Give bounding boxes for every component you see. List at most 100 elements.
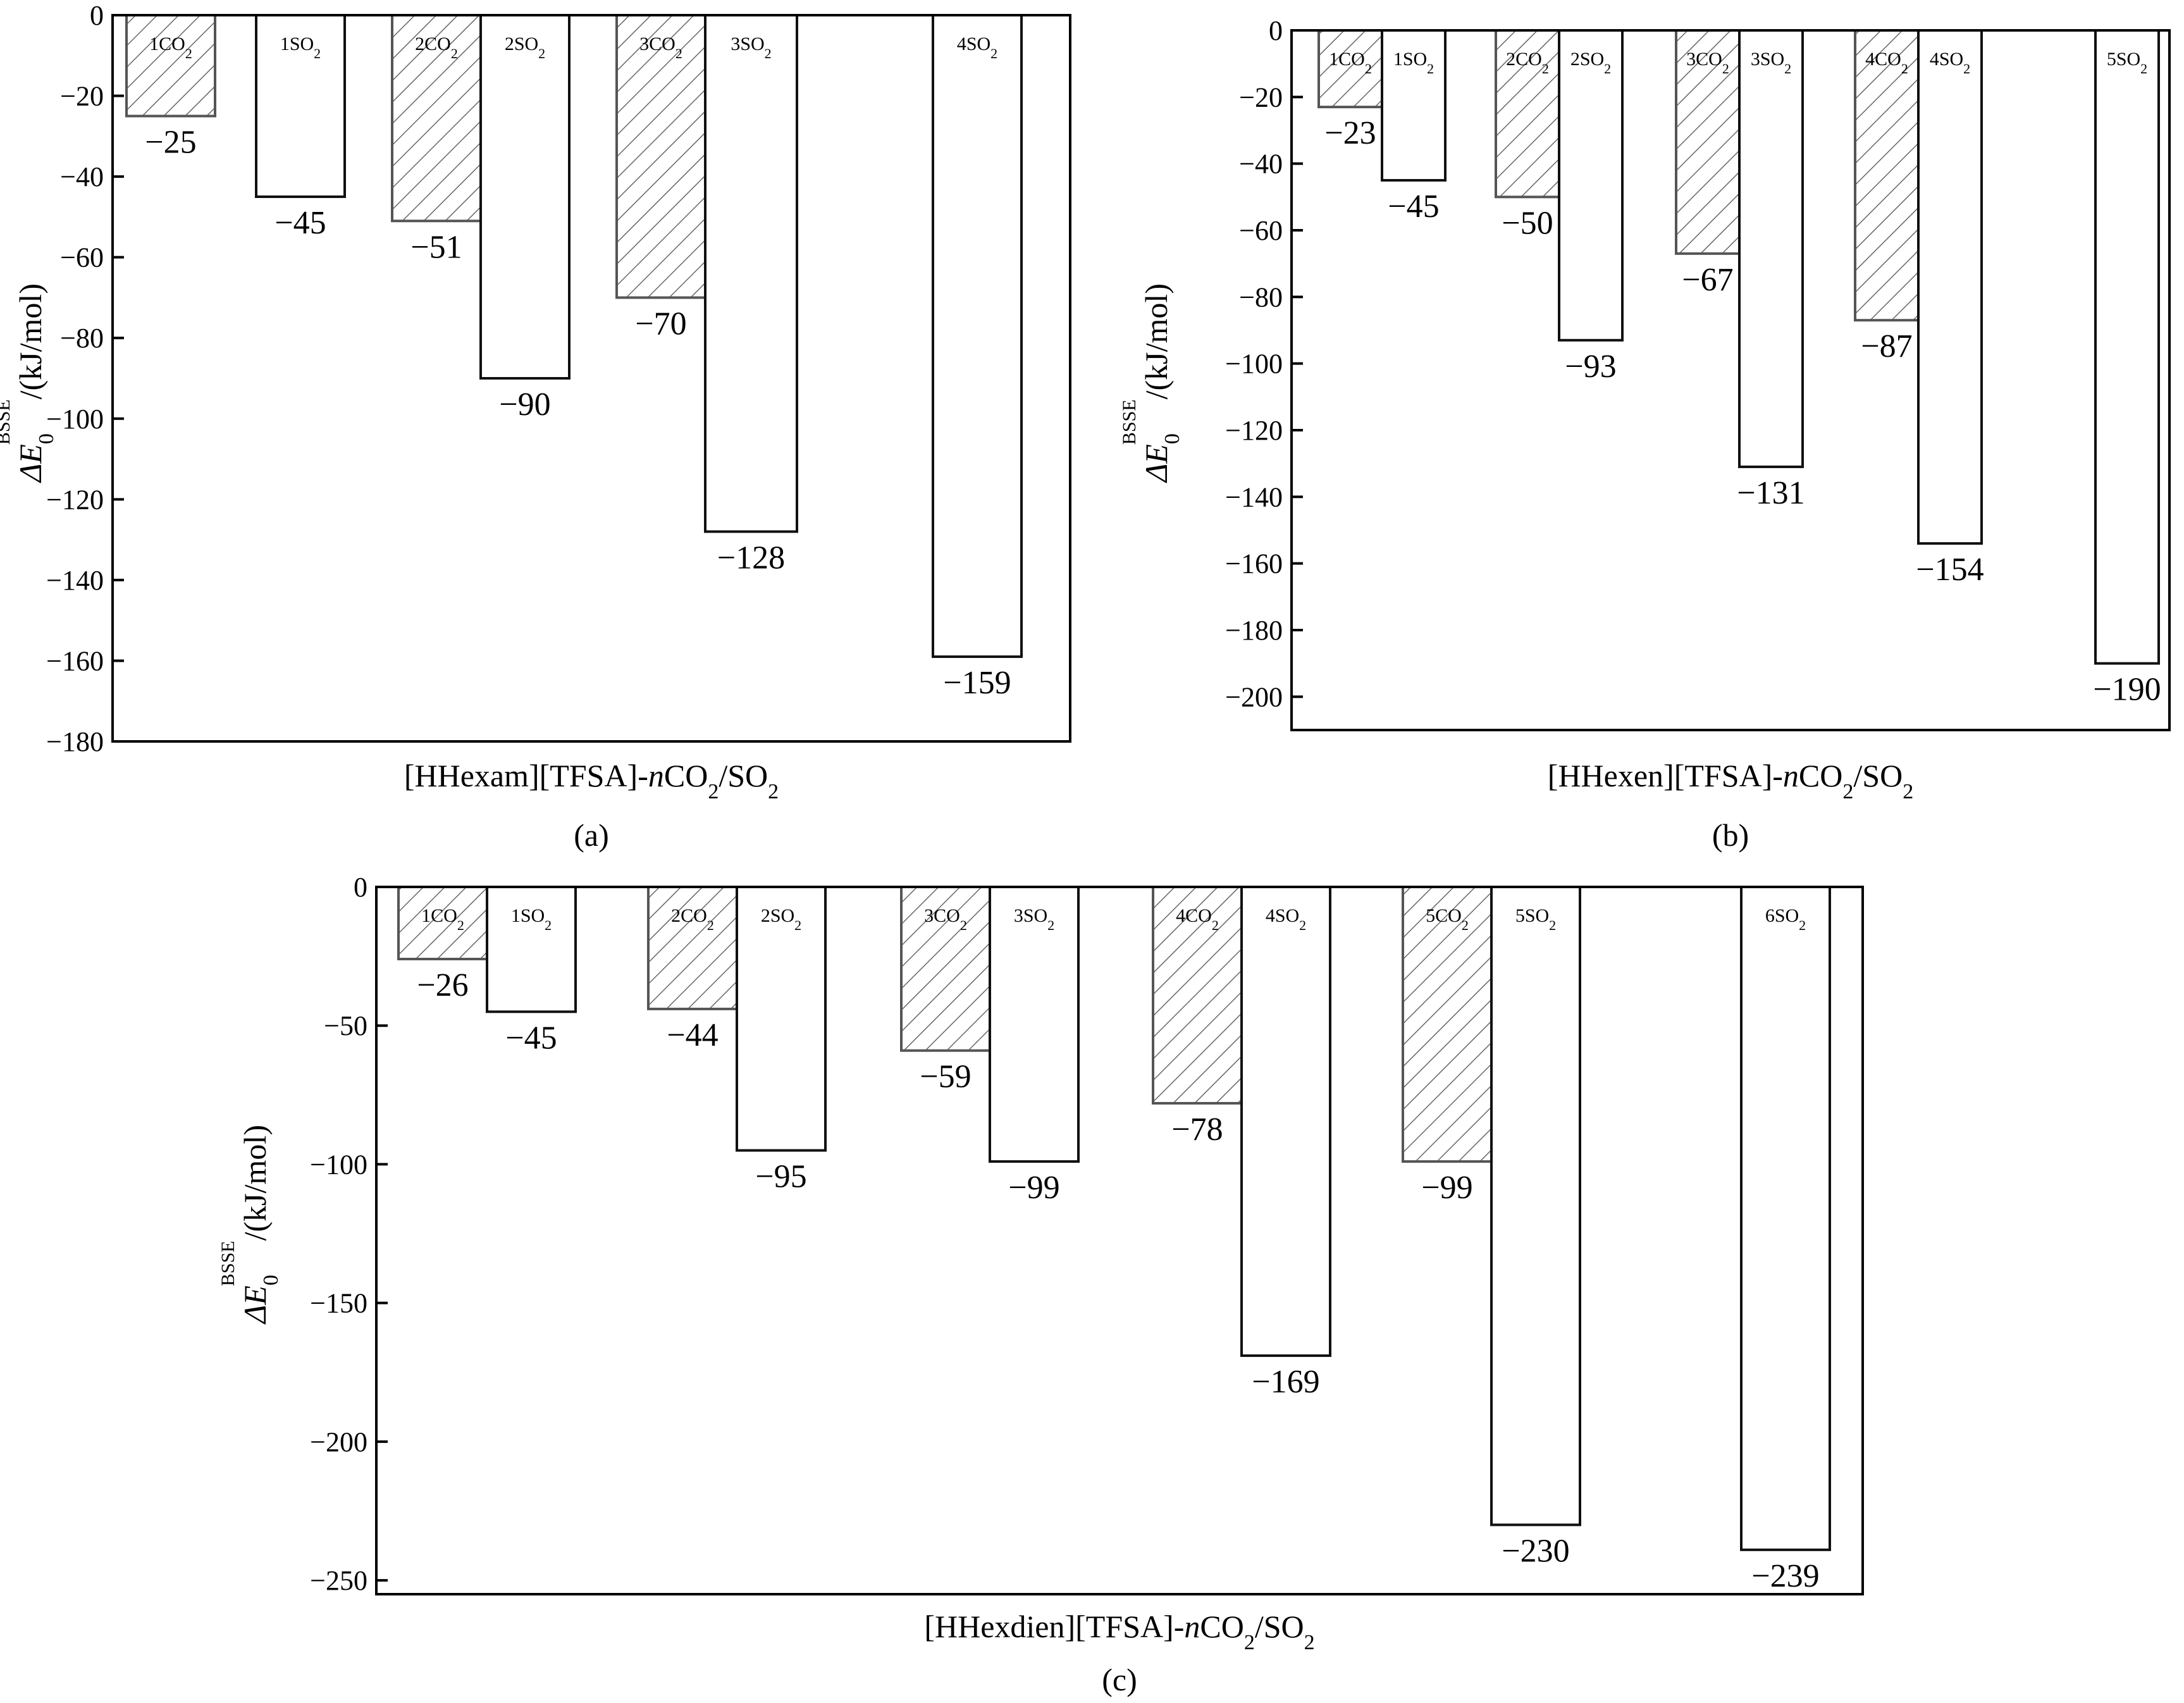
bar-3-co2 [615, 14, 706, 299]
value-label: −154 [1916, 552, 1983, 588]
y-tick-label: −250 [310, 1565, 367, 1596]
bar-name-label: 2SO2 [505, 34, 545, 61]
y-tick-label: −160 [1225, 548, 1283, 579]
value-label: −90 [499, 387, 550, 423]
panel-c: 1CO2 −26 1SO2 −45 2CO2 −44 2SO2 −95 3CO2 −59 3SO2 −… [218, 872, 1864, 1697]
value-label: −159 [943, 665, 1011, 701]
value-label: −26 [417, 967, 468, 1003]
value-label: −99 [1008, 1170, 1059, 1206]
bar-name-label: 2CO2 [671, 905, 714, 933]
bar-name-label: 4SO2 [1266, 905, 1306, 933]
bar-name-label: 1SO2 [511, 905, 552, 933]
y-tick-label: −120 [46, 484, 104, 515]
panel-a: 1CO2 −25 1SO2 −45 2CO2 −51 2SO2 −90 3CO2 −70 3SO2 −… [0, 0, 1071, 853]
y-tick-label: −150 [310, 1288, 367, 1319]
bar-name-label: 1CO2 [1329, 49, 1372, 77]
value-label: −87 [1861, 328, 1912, 364]
bar-3-co2 [900, 886, 991, 1052]
bar-name-label: 1CO2 [421, 905, 464, 933]
panel-label: (c) [1102, 1662, 1137, 1697]
bar-name-label: 2SO2 [761, 905, 801, 933]
value-label: −169 [1252, 1364, 1319, 1400]
bar-name-label: 1SO2 [280, 34, 321, 61]
plot-frame [375, 886, 1864, 1595]
y-tick-label: −180 [46, 726, 104, 757]
bar-1-co2 [1317, 29, 1383, 109]
value-label: −70 [635, 306, 686, 342]
bar-4-co2 [1854, 29, 1920, 322]
x-axis-label: [HHexdien][TFSA]-nCO2/SO2 [924, 1609, 1314, 1654]
bar-3-so2 [989, 886, 1080, 1163]
value-label: −99 [1421, 1170, 1472, 1206]
bar-5-so2 [1490, 886, 1581, 1527]
bar-name-label: 6SO2 [1765, 905, 1806, 933]
y-tick-label: −100 [46, 404, 104, 435]
bar-name-label: 3CO2 [924, 905, 967, 933]
y-tick-label: −50 [324, 1010, 367, 1041]
bar-2-so2 [479, 14, 571, 380]
y-axis-label: ΔE0BSSE/(kJ/mol) [1119, 283, 1184, 483]
panel-b: 1CO2 −23 1SO2 −45 2CO2 −50 2SO2 −93 3CO2 −67 3SO2 −… [1119, 15, 2171, 853]
plot-frame [1290, 29, 2171, 731]
y-tick-label: −80 [1239, 282, 1283, 313]
bar-name-label: 4SO2 [1930, 49, 1970, 77]
bar-name-label: 4SO2 [957, 34, 997, 61]
y-tick-label: −140 [1225, 481, 1283, 512]
bar-name-label: 2CO2 [1506, 49, 1549, 77]
value-label: −23 [1324, 115, 1376, 151]
bar-2-co2 [647, 886, 738, 1010]
plot-frame [111, 14, 1071, 743]
bar-name-label: 1CO2 [149, 34, 192, 61]
y-tick-label: −20 [60, 81, 104, 112]
y-tick-label: −20 [1239, 82, 1283, 113]
value-label: −45 [505, 1020, 557, 1056]
bar-2-so2 [736, 886, 827, 1152]
bar-1-co2 [125, 14, 216, 118]
value-label: −128 [717, 540, 785, 576]
y-tick-label: 0 [354, 872, 367, 903]
bar-1-so2 [486, 886, 577, 1013]
y-tick-label: −160 [46, 645, 104, 676]
y-tick-label: −200 [310, 1427, 367, 1458]
y-tick-label: −100 [310, 1149, 367, 1180]
bar-5-so2 [2094, 29, 2160, 665]
value-label: −44 [667, 1017, 718, 1053]
y-tick-label: −180 [1225, 615, 1283, 646]
bar-name-label: 2CO2 [415, 34, 458, 61]
value-label: −190 [2093, 672, 2161, 708]
value-label: −93 [1565, 349, 1616, 385]
bar-4-co2 [1152, 886, 1243, 1105]
y-tick-label: −60 [1239, 215, 1283, 246]
bar-name-label: 5SO2 [2107, 49, 2147, 77]
value-label: −51 [410, 229, 462, 265]
value-label: −45 [1388, 189, 1439, 225]
value-label: −25 [145, 124, 196, 160]
bar-1-so2 [255, 14, 346, 198]
panel-label: (b) [1712, 817, 1749, 853]
bar-2-co2 [391, 14, 482, 223]
value-label: −50 [1502, 205, 1553, 241]
bar-name-label: 3SO2 [731, 34, 771, 61]
x-axis-label: [HHexen][TFSA]-nCO2/SO2 [1548, 758, 1913, 803]
y-tick-label: −120 [1225, 415, 1283, 446]
y-tick-label: −100 [1225, 349, 1283, 380]
y-tick-label: −200 [1225, 681, 1283, 712]
bar-name-label: 3CO2 [639, 34, 682, 61]
value-label: −95 [755, 1159, 806, 1195]
y-tick-label: −40 [60, 161, 104, 192]
bar-name-label: 5CO2 [1426, 905, 1469, 933]
value-label: −45 [275, 205, 326, 241]
panel-label: (a) [574, 817, 609, 853]
y-tick-label: −140 [46, 565, 104, 596]
value-label: −230 [1502, 1533, 1569, 1569]
bar-1-co2 [397, 886, 488, 960]
bar-name-label: 1SO2 [1393, 49, 1434, 77]
bar-4-so2 [1917, 29, 1983, 545]
bar-6-so2 [1740, 886, 1831, 1551]
bar-name-label: 5SO2 [1515, 905, 1556, 933]
y-tick-label: −40 [1239, 149, 1283, 180]
bar-3-so2 [704, 14, 798, 533]
bar-name-label: 3SO2 [1014, 905, 1054, 933]
y-axis-label: ΔE0BSSE/(kJ/mol) [0, 283, 58, 483]
